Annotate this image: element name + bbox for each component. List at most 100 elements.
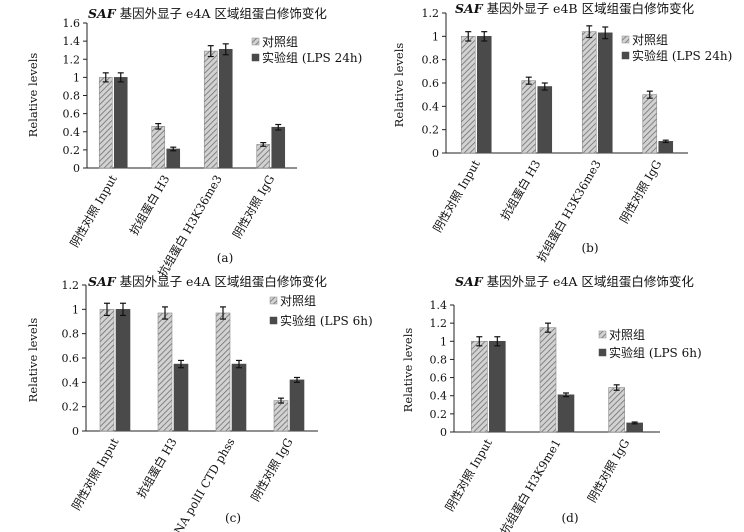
y-tick-label: 1.4 bbox=[63, 35, 81, 48]
chart-title-gene: SAF bbox=[455, 1, 484, 16]
bar-experiment bbox=[231, 363, 247, 432]
legend-label-experiment: 实验组 (LPS 6h) bbox=[609, 345, 702, 360]
y-axis-label: Relative levels bbox=[401, 328, 415, 413]
bar-experiment bbox=[173, 363, 189, 432]
bar-experiment bbox=[597, 32, 613, 154]
bar-control bbox=[521, 80, 537, 154]
legend-swatch-experiment bbox=[269, 316, 278, 325]
chart-title-text: 基因外显子 e4B 区域组蛋白修饰变化 bbox=[483, 1, 695, 16]
legend-swatch-control bbox=[269, 296, 278, 305]
y-tick-label: 1.2 bbox=[63, 53, 81, 66]
y-tick-label: 1.2 bbox=[422, 7, 440, 20]
y-axis-label: Relative levels bbox=[26, 318, 40, 403]
x-category-label: 阴性对照 Input bbox=[430, 157, 483, 234]
y-tick-label: 0.6 bbox=[62, 352, 80, 365]
legend-label-experiment: 实验组 (LPS 24h) bbox=[632, 48, 732, 63]
legend-label-control: 对照组 bbox=[262, 35, 298, 49]
bar-control bbox=[157, 312, 173, 432]
panel-label: (a) bbox=[217, 251, 234, 265]
y-tick-label: 0.2 bbox=[430, 408, 448, 421]
x-category-label: 阴性对照 IgG bbox=[617, 158, 664, 226]
panel-label: (c) bbox=[225, 511, 241, 525]
bar-control bbox=[581, 31, 597, 154]
bar-control bbox=[273, 400, 289, 432]
y-tick-label: 0.2 bbox=[422, 124, 440, 137]
y-tick-label: 0.4 bbox=[422, 100, 440, 113]
bar-control bbox=[608, 387, 625, 433]
legend-label-control: 对照组 bbox=[609, 328, 645, 342]
x-category-label: 阴性对照 Input bbox=[67, 172, 120, 249]
y-tick-label: 0.8 bbox=[62, 328, 80, 341]
y-tick-label: 0.8 bbox=[430, 353, 448, 366]
chart-title-text: 基因外显子 e4A 区域组蛋白修饰变化 bbox=[116, 274, 328, 289]
chart-title-gene: SAF bbox=[88, 6, 117, 21]
panel-label: (b) bbox=[581, 241, 598, 255]
chart-title: SAF 基因外显子 e4A 区域组蛋白修饰变化 bbox=[88, 274, 327, 289]
x-category-label: 阴性对照 IgG bbox=[230, 173, 277, 241]
legend-swatch-control bbox=[598, 330, 607, 339]
y-tick-label: 1.4 bbox=[430, 299, 448, 312]
legend-label-experiment: 实验组 (LPS 6h) bbox=[280, 313, 373, 328]
panel-label: (d) bbox=[561, 511, 578, 525]
bar-experiment bbox=[113, 77, 128, 169]
bar-control bbox=[471, 340, 488, 433]
x-category-label: 抗组蛋白 H3 bbox=[498, 158, 544, 223]
bar-experiment bbox=[289, 379, 305, 432]
bar-experiment bbox=[489, 340, 506, 433]
y-tick-label: 0 bbox=[72, 425, 79, 438]
legend-label-control: 对照组 bbox=[280, 294, 316, 308]
chart-panel-b: SAF 基因外显子 e4B 区域组蛋白修饰变化 0 0.2 0.4 0.6 0.8 1 1.2… bbox=[392, 1, 732, 264]
legend-swatch-experiment bbox=[598, 348, 607, 357]
bar-experiment bbox=[218, 48, 233, 169]
chart-title-gene: SAF bbox=[88, 274, 117, 289]
bar-experiment bbox=[271, 126, 286, 169]
bar-control bbox=[151, 126, 166, 169]
y-tick-label: 0.4 bbox=[62, 376, 80, 389]
y-tick-label: 0.2 bbox=[63, 144, 81, 157]
chart-title: SAF 基因外显子 e4A 区域组蛋白修饰变化 bbox=[455, 274, 694, 289]
y-tick-label: 1 bbox=[72, 303, 79, 316]
y-tick-label: 0 bbox=[73, 162, 80, 175]
bar-control bbox=[642, 94, 658, 154]
y-tick-label: 0.2 bbox=[62, 401, 80, 414]
bar-control bbox=[256, 144, 271, 169]
chart-panel-c: SAF 基因外显子 e4A 区域组蛋白修饰变化 0 0.2 0.4 0.6 0.8 1 1.2… bbox=[26, 274, 373, 532]
bar-control bbox=[98, 77, 113, 169]
chart-title: SAF 基因外显子 e4B 区域组蛋白修饰变化 bbox=[455, 1, 695, 16]
bar-experiment bbox=[115, 309, 131, 432]
chart-panel-d: SAF 基因外显子 e4A 区域组蛋白修饰变化 0 0.2 0.4 0.6 0.8 1 1.2… bbox=[401, 274, 702, 532]
legend-swatch-control bbox=[621, 35, 630, 44]
y-tick-label: 0.8 bbox=[63, 90, 81, 103]
x-category-label: 抗组蛋白 H3K9me1 bbox=[498, 437, 564, 532]
y-tick-label: 0.6 bbox=[430, 372, 448, 385]
y-tick-label: 0.4 bbox=[430, 390, 448, 403]
bar-experiment bbox=[166, 148, 181, 169]
x-category-label: 阴性对照 IgG bbox=[585, 437, 632, 505]
bar-control bbox=[203, 50, 218, 169]
y-tick-label: 1.2 bbox=[430, 317, 448, 330]
legend-swatch-experiment bbox=[621, 51, 630, 60]
y-tick-label: 0 bbox=[440, 426, 447, 439]
y-tick-label: 1 bbox=[73, 71, 80, 84]
bar-control bbox=[215, 312, 231, 432]
chart-title: SAF 基因外显子 e4A 区域组蛋白修饰变化 bbox=[88, 6, 327, 21]
chart-title-text: 基因外显子 e4A 区域组蛋白修饰变化 bbox=[483, 274, 695, 289]
bar-control bbox=[539, 327, 557, 433]
y-tick-label: 1.2 bbox=[62, 279, 80, 292]
x-category-label: 抗组蛋白 H3 bbox=[127, 173, 173, 238]
legend-label-control: 对照组 bbox=[632, 33, 668, 47]
chart-title-gene: SAF bbox=[455, 274, 484, 289]
bar-experiment bbox=[537, 86, 553, 154]
y-tick-label: 0.6 bbox=[422, 77, 440, 90]
x-category-label: 抗组蛋白 H3 bbox=[134, 436, 180, 501]
y-tick-label: 0.6 bbox=[63, 108, 81, 121]
legend-swatch-experiment bbox=[251, 53, 260, 62]
y-tick-label: 0.8 bbox=[422, 54, 440, 67]
legend-swatch-control bbox=[251, 37, 260, 46]
y-tick-label: 1 bbox=[440, 335, 447, 348]
bar-control bbox=[460, 36, 476, 154]
y-tick-label: 0 bbox=[432, 147, 439, 160]
bar-control bbox=[99, 309, 115, 432]
x-category-label: 阴性对照 Input bbox=[69, 435, 122, 512]
